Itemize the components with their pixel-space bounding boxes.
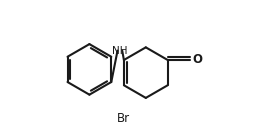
- Text: O: O: [192, 53, 202, 67]
- Text: Br: Br: [117, 113, 131, 125]
- Text: NH: NH: [112, 46, 128, 56]
